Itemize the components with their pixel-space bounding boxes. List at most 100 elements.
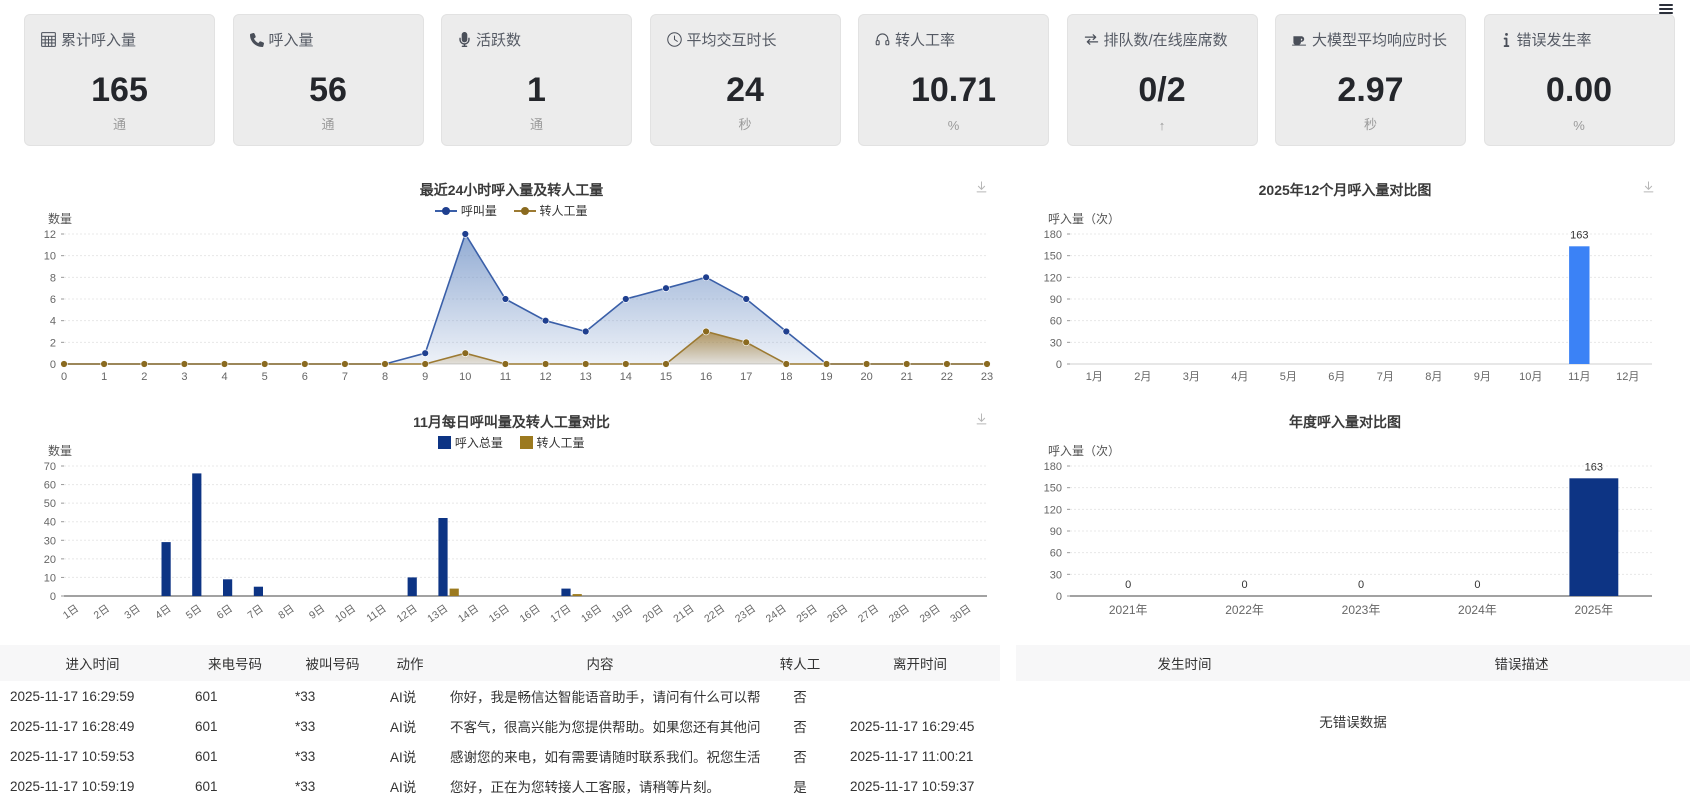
svg-text:22: 22	[941, 371, 953, 383]
svg-text:28日: 28日	[887, 603, 912, 626]
svg-text:2日: 2日	[92, 603, 112, 622]
svg-text:10: 10	[44, 572, 56, 584]
svg-text:9: 9	[422, 371, 428, 383]
svg-text:3: 3	[181, 371, 187, 383]
svg-text:120: 120	[1044, 272, 1062, 284]
svg-text:18日: 18日	[579, 603, 604, 626]
svg-text:2021年: 2021年	[1109, 603, 1148, 617]
svg-text:8: 8	[382, 371, 388, 383]
svg-text:20日: 20日	[641, 603, 666, 626]
svg-text:0: 0	[50, 359, 56, 371]
svg-text:17: 17	[740, 371, 752, 383]
svg-text:2月: 2月	[1134, 371, 1151, 383]
svg-text:6: 6	[50, 294, 56, 306]
svg-text:20: 20	[44, 554, 56, 566]
svg-text:12: 12	[44, 229, 56, 241]
svg-text:10月: 10月	[1519, 371, 1542, 383]
svg-text:90: 90	[1050, 294, 1062, 306]
svg-text:0: 0	[1056, 359, 1062, 371]
svg-text:0: 0	[1242, 579, 1248, 591]
svg-text:22日: 22日	[702, 603, 727, 626]
svg-text:8月: 8月	[1425, 371, 1442, 383]
svg-text:60: 60	[1050, 548, 1062, 560]
svg-text:8: 8	[50, 272, 56, 284]
svg-text:6: 6	[302, 371, 308, 383]
svg-text:16: 16	[700, 371, 712, 383]
svg-text:163: 163	[1585, 461, 1603, 473]
svg-text:3月: 3月	[1183, 371, 1200, 383]
svg-text:24日: 24日	[764, 603, 789, 626]
svg-text:11日: 11日	[364, 603, 388, 625]
svg-text:21日: 21日	[671, 603, 696, 626]
svg-text:5: 5	[262, 371, 268, 383]
svg-text:2: 2	[141, 371, 147, 383]
svg-text:1: 1	[101, 371, 107, 383]
svg-text:25日: 25日	[794, 603, 819, 626]
svg-text:0: 0	[1358, 579, 1364, 591]
svg-text:4: 4	[50, 316, 56, 328]
svg-text:2: 2	[50, 337, 56, 349]
svg-text:6月: 6月	[1328, 371, 1345, 383]
svg-text:10: 10	[459, 371, 471, 383]
svg-text:150: 150	[1044, 483, 1062, 495]
svg-text:14日: 14日	[456, 603, 481, 626]
svg-text:0: 0	[61, 371, 67, 383]
svg-text:9日: 9日	[307, 603, 327, 622]
svg-text:13: 13	[580, 371, 592, 383]
svg-text:11: 11	[500, 371, 511, 383]
svg-text:180: 180	[1044, 461, 1062, 473]
svg-text:23: 23	[981, 371, 993, 383]
svg-text:0: 0	[1474, 579, 1480, 591]
svg-text:27日: 27日	[856, 603, 881, 626]
svg-text:120: 120	[1044, 504, 1062, 516]
svg-text:12月: 12月	[1616, 371, 1639, 383]
svg-text:19日: 19日	[610, 603, 635, 626]
svg-text:20: 20	[860, 371, 872, 383]
svg-text:163: 163	[1570, 229, 1588, 241]
svg-text:1月: 1月	[1086, 371, 1103, 383]
svg-text:7月: 7月	[1377, 371, 1394, 383]
svg-text:30日: 30日	[948, 603, 973, 626]
svg-text:11月: 11月	[1568, 371, 1590, 383]
svg-text:10: 10	[44, 251, 56, 263]
svg-text:0: 0	[1056, 591, 1062, 603]
svg-text:50: 50	[44, 498, 56, 510]
svg-text:12日: 12日	[394, 603, 419, 626]
svg-text:4月: 4月	[1231, 371, 1248, 383]
svg-text:14: 14	[620, 371, 632, 383]
svg-text:4: 4	[221, 371, 227, 383]
svg-text:5日: 5日	[184, 603, 204, 622]
svg-text:0: 0	[50, 591, 56, 603]
svg-text:2022年: 2022年	[1225, 603, 1264, 617]
svg-text:17日: 17日	[548, 603, 573, 626]
svg-text:150: 150	[1044, 251, 1062, 263]
svg-text:8日: 8日	[276, 603, 296, 622]
svg-text:70: 70	[44, 461, 56, 473]
svg-text:30: 30	[44, 535, 56, 547]
svg-text:90: 90	[1050, 526, 1062, 538]
svg-text:19: 19	[820, 371, 832, 383]
svg-text:180: 180	[1044, 229, 1062, 241]
svg-text:2024年: 2024年	[1458, 603, 1497, 617]
svg-text:18: 18	[780, 371, 792, 383]
svg-text:21: 21	[901, 371, 913, 383]
svg-text:60: 60	[1050, 316, 1062, 328]
svg-text:4日: 4日	[153, 603, 173, 622]
svg-text:9月: 9月	[1474, 371, 1491, 383]
svg-text:30: 30	[1050, 337, 1062, 349]
svg-text:15: 15	[660, 371, 672, 383]
svg-text:16日: 16日	[518, 603, 543, 626]
svg-text:40: 40	[44, 517, 56, 529]
svg-text:3日: 3日	[122, 603, 142, 622]
svg-text:7: 7	[342, 371, 348, 383]
svg-text:23日: 23日	[733, 603, 758, 626]
svg-text:5月: 5月	[1280, 371, 1297, 383]
svg-text:30: 30	[1050, 569, 1062, 581]
svg-text:13日: 13日	[425, 603, 450, 626]
svg-text:2025年: 2025年	[1574, 603, 1613, 617]
svg-text:10日: 10日	[333, 603, 358, 626]
svg-text:26日: 26日	[825, 603, 850, 626]
svg-text:15日: 15日	[487, 603, 512, 626]
svg-text:12: 12	[539, 371, 551, 383]
svg-text:29日: 29日	[918, 603, 943, 626]
